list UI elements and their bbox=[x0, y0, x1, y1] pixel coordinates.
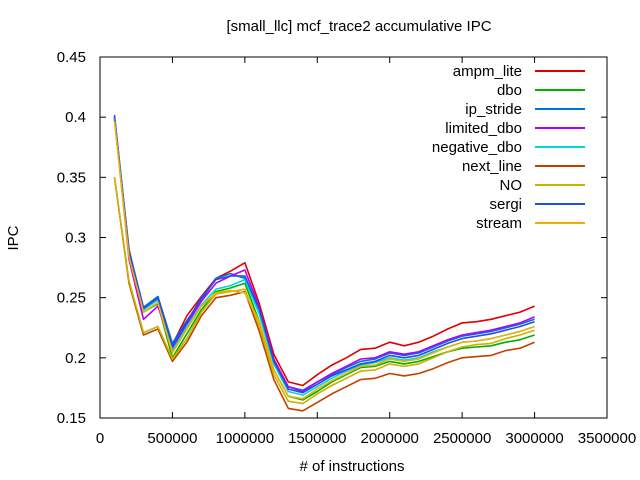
x-tick-label: 2000000 bbox=[361, 430, 419, 447]
legend-label: sergi bbox=[489, 196, 522, 213]
x-tick-label: 500000 bbox=[147, 430, 197, 447]
x-tick-label: 3000000 bbox=[505, 430, 563, 447]
legend-label: stream bbox=[476, 215, 522, 232]
series-line-no bbox=[113, 177, 535, 405]
series-lines bbox=[113, 114, 535, 412]
y-axis: 0.15 0.2 0.25 0.3 0.35 0.4 0.45 bbox=[57, 49, 607, 427]
chart-title: [small_llc] mcf_trace2 accumulative IPC bbox=[226, 18, 491, 35]
y-tick-label: 0.45 bbox=[57, 49, 86, 66]
legend-label: ip_stride bbox=[465, 101, 522, 118]
series-line-stream bbox=[113, 120, 535, 400]
legend-label: ampm_lite bbox=[453, 63, 522, 80]
series-line-limited-dbo bbox=[113, 117, 535, 393]
legend-label: negative_dbo bbox=[432, 139, 522, 156]
legend-label: NO bbox=[500, 177, 523, 194]
y-tick-label: 0.4 bbox=[65, 109, 86, 126]
y-tick-label: 0.25 bbox=[57, 290, 86, 307]
x-axis-label: # of instructions bbox=[299, 458, 404, 475]
series-line-ampm-lite bbox=[113, 117, 535, 387]
x-tick-label: 1000000 bbox=[216, 430, 274, 447]
legend-label: dbo bbox=[497, 82, 522, 99]
y-tick-label: 0.2 bbox=[65, 350, 86, 367]
series-line-dbo bbox=[113, 117, 535, 401]
x-tick-label: 1500000 bbox=[288, 430, 346, 447]
x-tick-label: 0 bbox=[96, 430, 104, 447]
y-axis-label: IPC bbox=[5, 225, 22, 250]
y-tick-label: 0.35 bbox=[57, 169, 86, 186]
series-line-sergi bbox=[113, 119, 535, 394]
legend-label: limited_dbo bbox=[445, 120, 522, 137]
series-line-next-line bbox=[113, 177, 535, 412]
y-tick-label: 0.3 bbox=[65, 230, 86, 247]
y-tick-label: 0.15 bbox=[57, 410, 86, 427]
x-axis: 0 500000 1000000 1500000 2000000 2500000 30000… bbox=[96, 57, 636, 447]
x-tick-label: 3500000 bbox=[578, 430, 636, 447]
x-tick-label: 2500000 bbox=[433, 430, 491, 447]
legend-label: next_line bbox=[462, 158, 522, 175]
